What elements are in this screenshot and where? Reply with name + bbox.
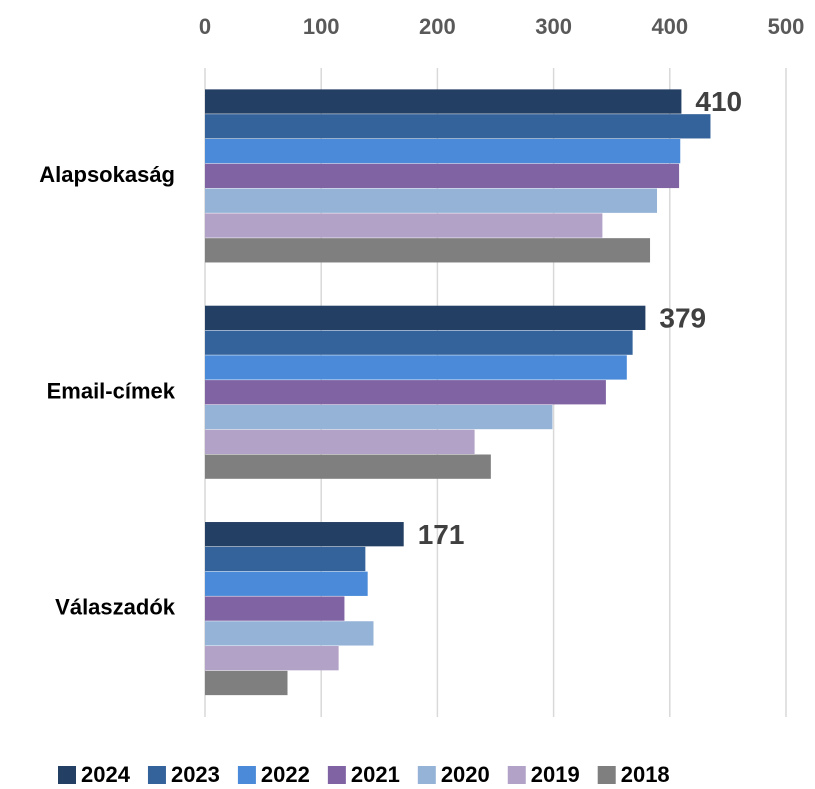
bar bbox=[205, 454, 491, 479]
bar bbox=[205, 571, 368, 596]
data-label: 379 bbox=[659, 302, 706, 333]
bar bbox=[205, 355, 627, 380]
legend-swatch bbox=[507, 766, 526, 784]
legend-swatch bbox=[327, 766, 346, 784]
category-label: Alapsokaság bbox=[39, 162, 175, 187]
bar bbox=[205, 238, 651, 263]
bar bbox=[205, 380, 606, 405]
bar bbox=[205, 522, 404, 547]
legend-label: 2024 bbox=[81, 762, 131, 787]
legend-label: 2019 bbox=[531, 762, 580, 787]
legend-label: 2018 bbox=[621, 762, 670, 787]
x-tick-label: 300 bbox=[535, 14, 572, 39]
bar bbox=[205, 546, 366, 572]
bar bbox=[205, 330, 633, 355]
bar bbox=[205, 114, 711, 139]
category-label: Válaszadók bbox=[55, 595, 176, 620]
bar bbox=[205, 163, 680, 189]
legend-label: 2020 bbox=[441, 762, 490, 787]
bar bbox=[205, 670, 288, 696]
legend-swatch bbox=[147, 766, 166, 784]
legend-swatch bbox=[58, 766, 76, 784]
bar bbox=[205, 89, 682, 114]
x-tick-label: 500 bbox=[768, 14, 805, 39]
bar bbox=[205, 305, 646, 330]
legend-swatch bbox=[597, 766, 616, 784]
legend-label: 2023 bbox=[171, 762, 220, 787]
bar bbox=[205, 138, 681, 164]
category-label: Email-címek bbox=[47, 378, 176, 403]
data-label: 171 bbox=[418, 519, 465, 550]
bar bbox=[205, 646, 339, 671]
legend-swatch bbox=[417, 766, 436, 784]
bar bbox=[205, 596, 345, 621]
bar bbox=[205, 621, 374, 646]
bar bbox=[205, 213, 603, 238]
data-label: 410 bbox=[695, 86, 742, 117]
legend-swatch bbox=[237, 766, 256, 784]
legend-label: 2021 bbox=[351, 762, 400, 787]
x-tick-label: 100 bbox=[303, 14, 340, 39]
legend-label: 2022 bbox=[261, 762, 310, 787]
x-tick-label: 400 bbox=[651, 14, 688, 39]
bar bbox=[205, 404, 553, 430]
x-tick-label: 200 bbox=[419, 14, 456, 39]
bar bbox=[205, 429, 475, 454]
bar bbox=[205, 188, 658, 213]
x-tick-label: 0 bbox=[199, 14, 211, 39]
